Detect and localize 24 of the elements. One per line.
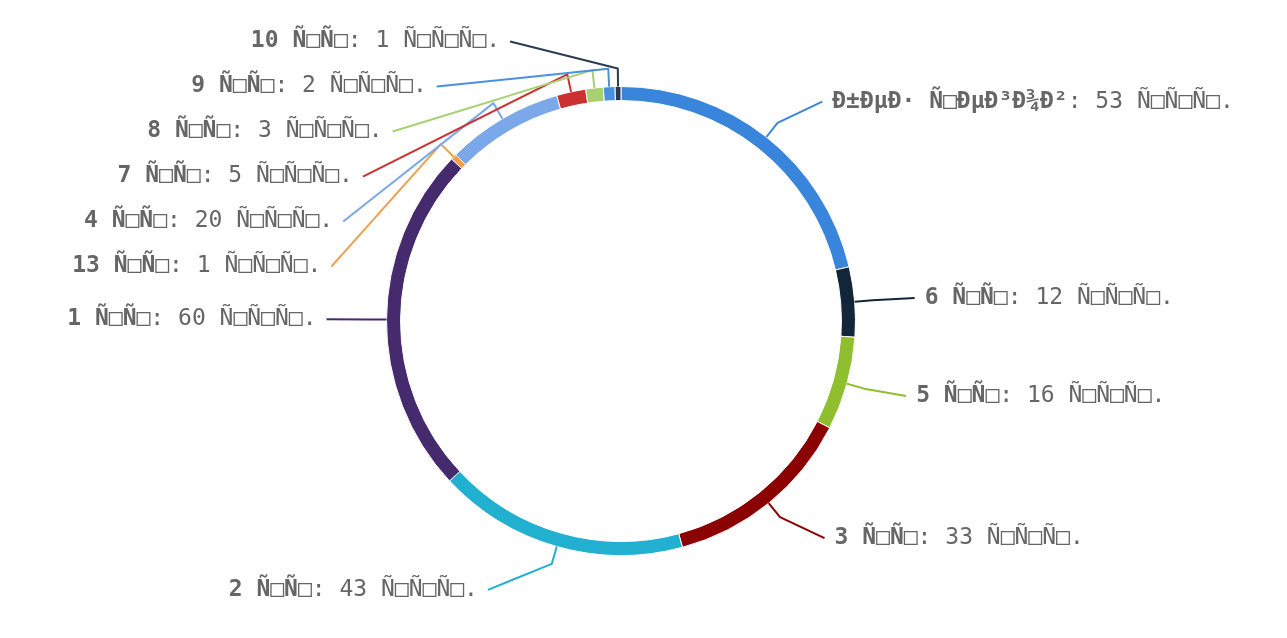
slice-label: 5 Ñ□Ñ□: [916, 379, 1000, 407]
data-label: : 43 Ñ□Ñ□Ñ□.: [311, 573, 478, 601]
slice-label: 1 Ñ□Ñ□: [67, 303, 151, 331]
slice-label: Ð±ÐµÐ· Ñ□ÐµÐ³Ð¾Ð²: [832, 85, 1068, 113]
data-label: : 33 Ñ□Ñ□Ñ□.: [917, 522, 1084, 550]
data-label: : 60 Ñ□Ñ□Ñ□.: [150, 303, 317, 331]
slice-label: 10 Ñ□Ñ□: [250, 25, 348, 53]
slice-label: 2 Ñ□Ñ□: [228, 573, 312, 601]
slice-label: 13 Ñ□Ñ□: [72, 250, 170, 278]
data-label: : 16 Ñ□Ñ□Ñ□.: [999, 379, 1166, 407]
slice-label: 8 Ñ□Ñ□: [147, 115, 231, 143]
data-label: : 1 Ñ□Ñ□Ñ□.: [169, 250, 322, 278]
data-label: : 20 Ñ□Ñ□Ñ□.: [167, 205, 334, 233]
slice-label: 3 Ñ□Ñ□: [834, 522, 918, 550]
slice-label: 9 Ñ□Ñ□: [191, 70, 275, 98]
data-label: : 2 Ñ□Ñ□Ñ□.: [274, 70, 427, 98]
slice-label: 6 Ñ□Ñ□: [924, 282, 1008, 310]
slice-label: 7 Ñ□Ñ□: [117, 160, 201, 188]
data-label: : 3 Ñ□Ñ□Ñ□.: [230, 115, 383, 143]
slice-label: 4 Ñ□Ñ□: [83, 205, 168, 233]
data-label: : 53 Ñ□Ñ□Ñ□.: [1067, 85, 1234, 113]
data-label: : 5 Ñ□Ñ□Ñ□.: [200, 160, 353, 188]
data-label: : 12 Ñ□Ñ□Ñ□.: [1007, 282, 1174, 310]
data-label: : 1 Ñ□Ñ□Ñ□.: [347, 25, 501, 53]
